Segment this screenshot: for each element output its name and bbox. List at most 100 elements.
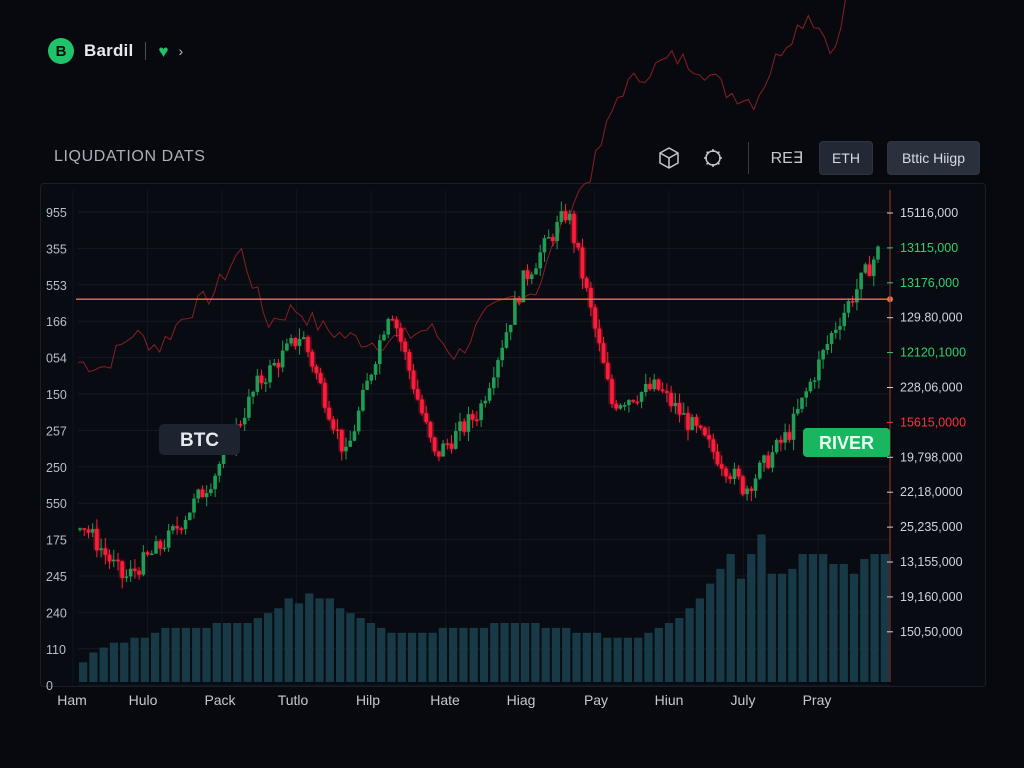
candle-down[interactable] <box>660 389 665 392</box>
candle-down[interactable] <box>686 413 690 430</box>
candle-down[interactable] <box>133 568 137 571</box>
candle-up[interactable] <box>821 350 825 360</box>
candle-up[interactable] <box>111 559 116 562</box>
candle-up[interactable] <box>855 289 859 303</box>
candle-up[interactable] <box>534 268 538 275</box>
candle-down[interactable] <box>475 419 479 422</box>
candle-up[interactable] <box>365 380 369 390</box>
candle-down[interactable] <box>601 343 606 363</box>
candle-down[interactable] <box>394 319 399 329</box>
candle-down[interactable] <box>584 278 589 288</box>
candle-down[interactable] <box>145 552 150 555</box>
candle-down[interactable] <box>694 417 699 426</box>
candle-up[interactable] <box>171 526 175 531</box>
candle-down[interactable] <box>610 379 614 404</box>
mode-toggle[interactable]: RE∃ <box>770 150 803 167</box>
candle-up[interactable] <box>280 350 285 368</box>
candle-down[interactable] <box>850 301 855 303</box>
candle-down[interactable] <box>589 287 593 308</box>
candle-down[interactable] <box>335 429 340 431</box>
candle-down[interactable] <box>580 247 585 279</box>
candle-up[interactable] <box>479 403 483 421</box>
candle-down[interactable] <box>158 541 163 549</box>
candle-up[interactable] <box>483 400 488 404</box>
candle-down[interactable] <box>403 341 407 352</box>
candle-up[interactable] <box>166 530 171 548</box>
candle-down[interactable] <box>120 561 125 578</box>
candle-down[interactable] <box>259 375 264 384</box>
candle-up[interactable] <box>255 375 260 392</box>
candle-up[interactable] <box>78 528 82 530</box>
candle-up[interactable] <box>154 541 158 554</box>
candle-up[interactable] <box>690 417 695 430</box>
candle-up[interactable] <box>187 512 192 520</box>
candle-up[interactable] <box>871 259 876 276</box>
candle-up[interactable] <box>90 529 95 533</box>
candle-down[interactable] <box>420 399 424 414</box>
candle-up[interactable] <box>876 246 880 260</box>
candle-down[interactable] <box>470 414 475 420</box>
candle-up[interactable] <box>496 360 500 378</box>
candle-down[interactable] <box>656 379 661 390</box>
candle-up[interactable] <box>289 338 293 344</box>
candle-up[interactable] <box>356 410 361 432</box>
candle-up[interactable] <box>196 489 201 499</box>
candle-down[interactable] <box>179 528 184 530</box>
candle-down[interactable] <box>428 422 433 438</box>
candle-down[interactable] <box>605 362 610 380</box>
candle-down[interactable] <box>276 363 281 368</box>
candle-down[interactable] <box>749 488 754 491</box>
candle-up[interactable] <box>800 397 804 409</box>
candle-up[interactable] <box>859 272 863 290</box>
candle-down[interactable] <box>411 370 416 390</box>
candle-up[interactable] <box>272 363 277 366</box>
candle-down[interactable] <box>116 559 120 562</box>
candle-up[interactable] <box>842 312 847 327</box>
candle-down[interactable] <box>703 427 707 436</box>
candle-down[interactable] <box>631 400 635 402</box>
candle-up[interactable] <box>555 222 559 242</box>
candle-up[interactable] <box>513 297 517 325</box>
candle-down[interactable] <box>407 351 412 371</box>
candle-up[interactable] <box>529 274 534 279</box>
candle-down[interactable] <box>314 366 319 374</box>
candle-up[interactable] <box>791 413 796 440</box>
candle-up[interactable] <box>618 405 623 409</box>
candle-down[interactable] <box>327 407 331 420</box>
candle-up[interactable] <box>209 489 213 494</box>
candle-down[interactable] <box>715 451 720 465</box>
candle-up[interactable] <box>192 498 196 513</box>
brand-name[interactable]: Bardil <box>84 41 134 60</box>
candle-up[interactable] <box>373 364 378 375</box>
candle-up[interactable] <box>99 548 103 551</box>
candle-down[interactable] <box>399 328 403 342</box>
candle-up[interactable] <box>162 547 167 550</box>
candle-up[interactable] <box>567 213 572 221</box>
candle-up[interactable] <box>795 408 800 414</box>
candle-up[interactable] <box>863 264 868 273</box>
candle-up[interactable] <box>217 463 222 476</box>
candle-up[interactable] <box>504 332 509 348</box>
candle-up[interactable] <box>753 478 758 491</box>
candle-up[interactable] <box>812 380 817 382</box>
candle-up[interactable] <box>770 452 775 468</box>
candle-up[interactable] <box>833 329 838 333</box>
candle-down[interactable] <box>665 391 669 393</box>
candle-up[interactable] <box>639 392 644 402</box>
candle-down[interactable] <box>339 429 344 452</box>
candle-up[interactable] <box>500 347 505 361</box>
candle-down[interactable] <box>698 425 703 428</box>
candle-up[interactable] <box>757 462 762 479</box>
candle-up[interactable] <box>808 381 813 392</box>
candle-down[interactable] <box>323 383 327 408</box>
map-button[interactable]: Bttic Hiigp <box>886 141 980 175</box>
candle-up[interactable] <box>251 391 255 397</box>
candle-down[interactable] <box>293 338 298 346</box>
candle-up[interactable] <box>838 326 842 330</box>
candle-up[interactable] <box>817 359 821 381</box>
candle-up[interactable] <box>652 379 657 390</box>
candle-up[interactable] <box>128 568 133 577</box>
candle-up[interactable] <box>732 468 737 480</box>
candle-down[interactable] <box>766 455 771 468</box>
